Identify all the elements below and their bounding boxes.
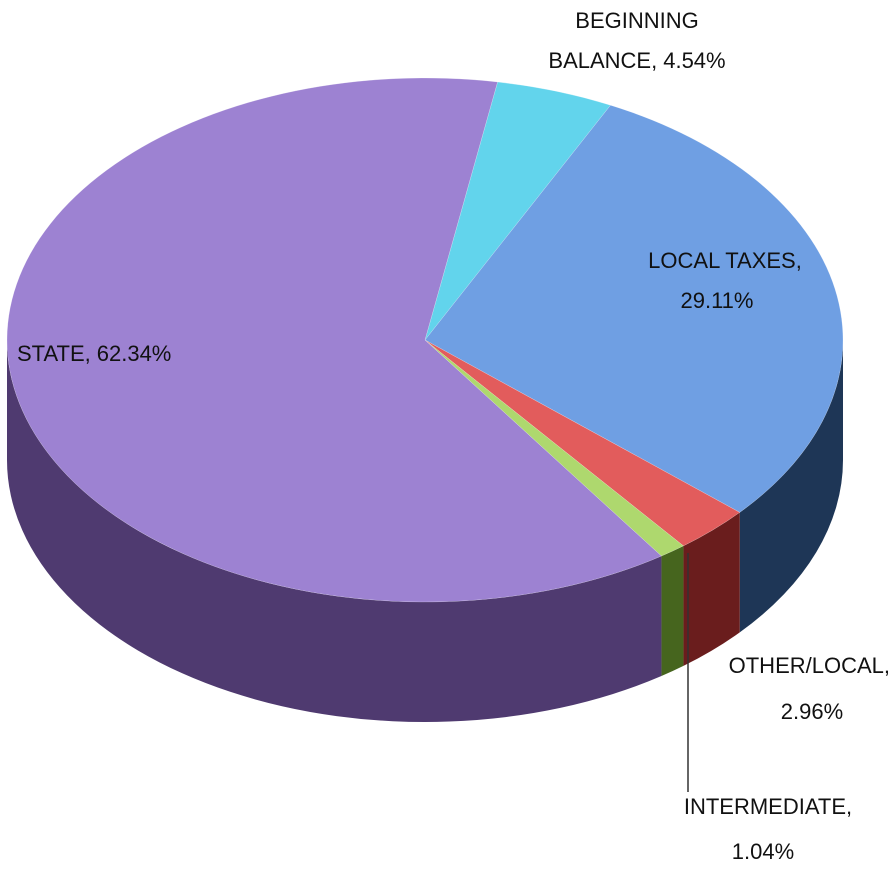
labels: BEGINNING BALANCE, 4.54% LOCAL TAXES, 29.11%… <box>17 8 890 864</box>
pie-sides <box>7 340 843 722</box>
slice <box>424 104 844 513</box>
slice <box>6 77 662 603</box>
slice-side <box>7 340 662 722</box>
data-label-category: LOCAL TAXES, <box>648 248 802 273</box>
data-label-category: INTERMEDIATE, <box>684 794 852 819</box>
slice-side <box>683 512 740 666</box>
data-label-category: OTHER/LOCAL, <box>729 653 890 678</box>
slice <box>424 81 611 341</box>
data-label-value: 1.04% <box>732 839 794 864</box>
data-label-category: STATE, <box>17 341 91 366</box>
data-label-value: 4.54% <box>663 48 725 73</box>
data-label-value: 62.34% <box>97 341 172 366</box>
data-label-category: BEGINNING BALANCE, <box>548 8 698 73</box>
slice-side <box>661 545 684 677</box>
data-label-value: 29.11% <box>681 288 754 313</box>
slice <box>424 339 741 547</box>
slice <box>424 339 684 557</box>
slice-side <box>739 340 843 633</box>
data-label-value: 2.96% <box>781 699 843 724</box>
pie-tops <box>6 77 844 603</box>
